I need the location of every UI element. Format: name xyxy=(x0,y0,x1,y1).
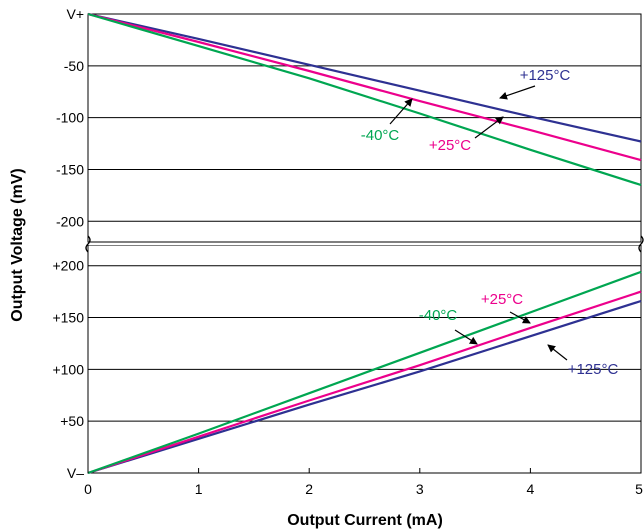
bottom-plot-frame xyxy=(87,244,642,474)
bottom-series-line xyxy=(87,299,642,475)
axis-break-squiggle xyxy=(85,235,91,253)
x-tick-label: 5 xyxy=(635,481,643,497)
bottom-panel: V– +50 +100 +150 +200 +125°C +25°C -40°C xyxy=(52,244,642,481)
series-annotation-label: +125°C xyxy=(568,361,619,378)
bottom-series-line xyxy=(87,290,642,475)
series-annotation-label: -40°C xyxy=(361,127,400,144)
top-y-tick-label: V+ xyxy=(66,6,84,22)
top-y-tick-label: -150 xyxy=(56,161,84,177)
axis-break-marks xyxy=(85,235,644,253)
axis-break-gap xyxy=(85,243,644,245)
top-panel: V+ -50 -100 -150 -200 +125°C +25°C -40°C xyxy=(56,6,642,243)
bottom-y-tick-label: +150 xyxy=(52,310,84,326)
axis-break-squiggle xyxy=(638,235,644,253)
x-tick-label: 0 xyxy=(84,481,92,497)
bottom-y-tick-label: V– xyxy=(67,465,84,481)
top-y-tick-label: -50 xyxy=(64,58,84,74)
top-y-tick-label: -200 xyxy=(56,213,84,229)
x-tick-label: 2 xyxy=(305,481,313,497)
top-series-line xyxy=(87,12,642,143)
annotation-arrow xyxy=(547,344,568,361)
bottom-y-tick-label: +50 xyxy=(60,413,84,429)
top-y-tick-label: -100 xyxy=(56,110,84,126)
annotation-arrow xyxy=(509,311,531,324)
x-tick-label: 4 xyxy=(527,481,535,497)
series-annotation-label: +125°C xyxy=(520,67,571,84)
bottom-series-line xyxy=(87,270,642,475)
series-annotation-label: +25°C xyxy=(481,291,523,308)
bottom-y-tick-label: +100 xyxy=(52,361,84,377)
x-axis-title: Output Current (mA) xyxy=(287,512,443,529)
y-axis-title: Output Voltage (mV) xyxy=(9,168,26,321)
x-tick-label: 1 xyxy=(195,481,203,497)
x-tick-label: 3 xyxy=(416,481,424,497)
x-tick-labels: 0 1 2 3 4 5 xyxy=(84,468,643,497)
series-annotation-label: -40°C xyxy=(419,307,458,324)
annotation-arrow xyxy=(389,98,413,125)
annotation-arrow xyxy=(454,329,478,345)
top-series-line xyxy=(87,12,642,187)
annotation-arrow xyxy=(499,85,536,100)
series-annotation-label: +25°C xyxy=(429,137,471,154)
bottom-y-tick-label: +200 xyxy=(52,258,84,274)
annotation-arrow xyxy=(474,116,504,139)
top-series-line xyxy=(87,12,642,162)
